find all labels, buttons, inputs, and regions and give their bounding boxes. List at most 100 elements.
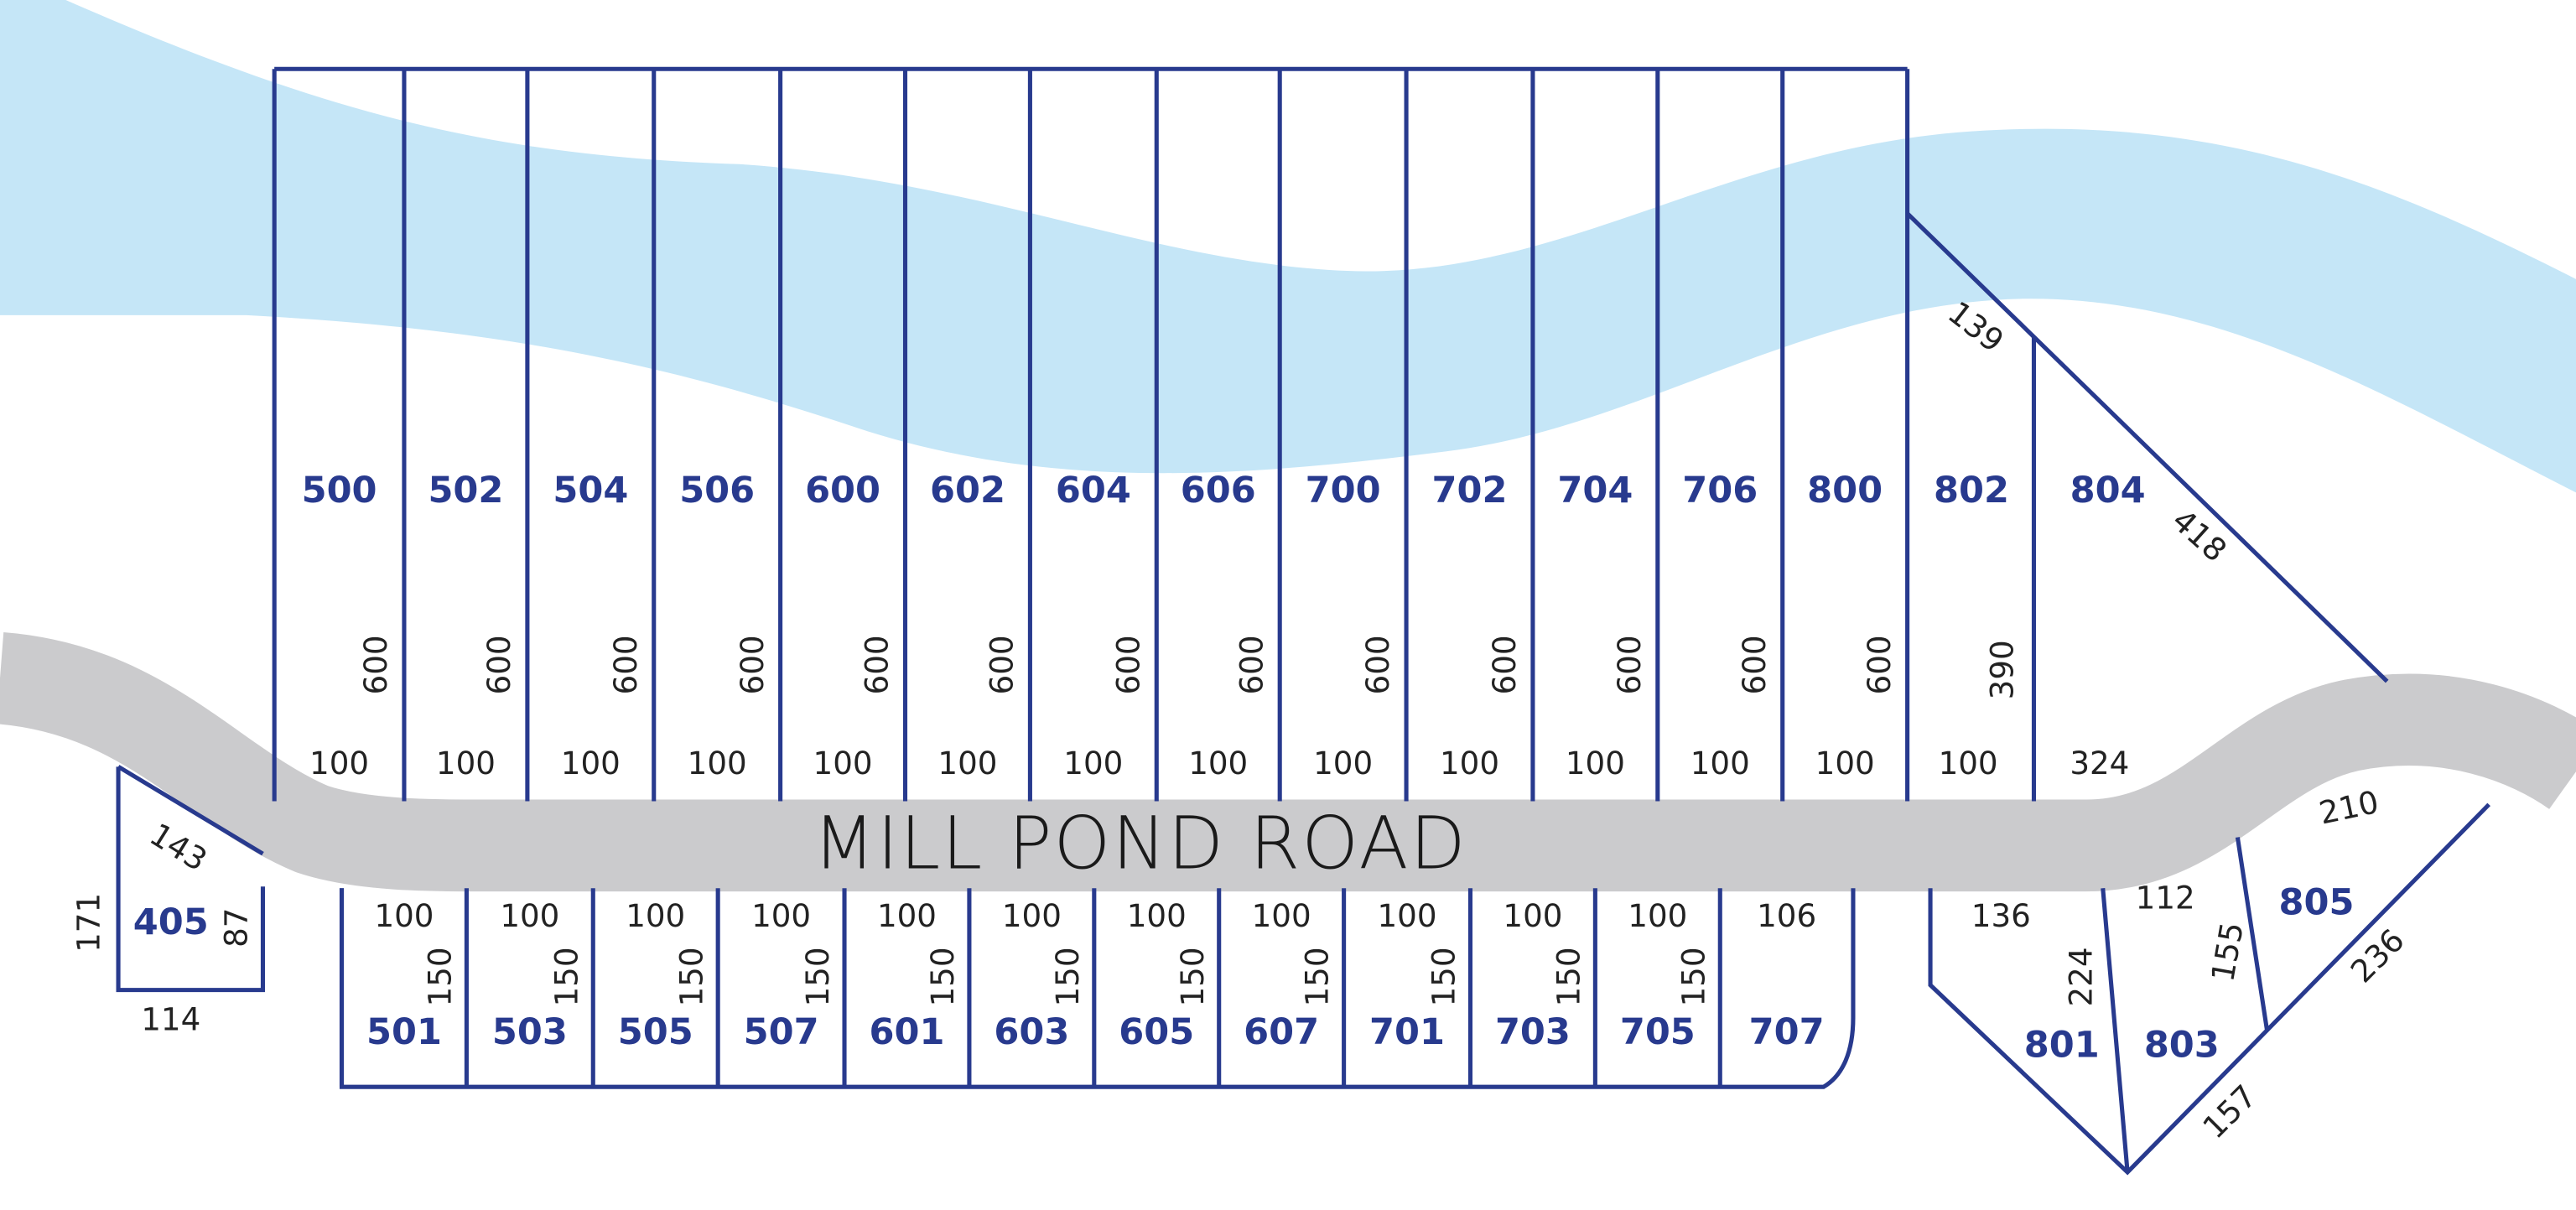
lot-frontage: 100	[1378, 897, 1437, 934]
lot-side: 87	[218, 908, 255, 948]
lot-frontage: 100	[1815, 745, 1875, 782]
lot-number: 501	[366, 1011, 442, 1053]
lot-depth: 600	[357, 635, 394, 694]
lot-number: 803	[2144, 1025, 2220, 1067]
lot-frontage: 100	[500, 897, 559, 934]
lot-line	[116, 765, 266, 993]
lot-frontage: 136	[1971, 897, 2031, 934]
lot-number: 805	[2278, 881, 2354, 923]
lot-number: 801	[2024, 1025, 2100, 1067]
lot-number: 703	[1495, 1011, 1571, 1053]
lot-frontage: 100	[688, 745, 747, 782]
lot-number: 601	[869, 1011, 944, 1053]
lot-depth: 600	[984, 635, 1021, 694]
lot-depth: 150	[799, 947, 836, 1006]
lot-depth: 600	[480, 635, 517, 694]
lot-depth: 600	[1359, 635, 1396, 694]
lot-number: 707	[1749, 1011, 1825, 1053]
lot-line	[339, 888, 1856, 1089]
lot-line	[1905, 211, 2389, 683]
lot-frontage: 100	[1566, 745, 1625, 782]
lot-number: 605	[1119, 1011, 1194, 1053]
lot-depth: 150	[1550, 947, 1587, 1006]
lot-number: 502	[428, 470, 503, 512]
lot-frontage: 210	[2316, 783, 2382, 832]
lot-frontage: 100	[436, 745, 496, 782]
lot-depth: 600	[1861, 635, 1898, 694]
lot-number: 405	[133, 901, 209, 943]
lot-depth: 600	[1486, 635, 1523, 694]
lot-depth: 600	[607, 635, 644, 694]
lot-frontage: 100	[626, 897, 685, 934]
lot-number: 804	[2070, 470, 2146, 512]
lot-depth: 150	[1049, 947, 1086, 1006]
lot-frontage: 100	[813, 745, 873, 782]
river	[0, 0, 2576, 493]
lot-frontage: 100	[1063, 745, 1123, 782]
lot-number: 602	[930, 470, 1005, 512]
lot-frontage: 100	[561, 745, 621, 782]
lot-depth: 390	[1984, 640, 2021, 699]
lot-rear: 114	[141, 1000, 200, 1037]
lot-depth: 600	[1233, 635, 1270, 694]
lot-number: 505	[618, 1011, 693, 1053]
lot-number: 507	[744, 1011, 819, 1053]
lot-number: 800	[1807, 470, 1883, 512]
lot-frontage: 100	[1002, 897, 1062, 934]
lot-side: 155	[2204, 919, 2251, 984]
lot-number: 704	[1557, 470, 1633, 512]
lot-depth: 150	[1174, 947, 1211, 1006]
lot-depth: 150	[924, 947, 961, 1006]
lot-frontage: 100	[751, 897, 811, 934]
labels: MILL POND ROAD 500 600 100 502 600 100 504 600 1…	[70, 293, 2412, 1145]
lot-side: 418	[2165, 501, 2234, 569]
lot-lines	[116, 66, 2490, 1176]
lot-number: 606	[1181, 470, 1256, 512]
lot-frontage: 100	[374, 897, 434, 934]
lot-side: 171	[70, 893, 106, 953]
lot-depth: 600	[1736, 635, 1773, 694]
lot-depth: 150	[673, 947, 709, 1006]
road-name: MILL POND ROAD	[813, 802, 1467, 886]
lot-frontage: 100	[1440, 745, 1499, 782]
lot-side: 224	[2063, 947, 2100, 1006]
lot-frontage: 100	[1503, 897, 1562, 934]
lot-frontage: 100	[1188, 745, 1248, 782]
lot-number: 600	[805, 470, 880, 512]
lot-depth: 600	[1109, 635, 1146, 694]
lot-frontage: 100	[1313, 745, 1373, 782]
lot-number: 607	[1244, 1011, 1319, 1053]
lot-frontage: 106	[1757, 897, 1816, 934]
lot-number: 604	[1056, 470, 1131, 512]
lot-rear: 157	[2195, 1078, 2263, 1145]
lot-number: 603	[994, 1011, 1069, 1053]
lot-number: 506	[679, 470, 755, 512]
road	[0, 631, 2576, 892]
lot-frontage: 100	[937, 745, 997, 782]
lot-frontage: 100	[1127, 897, 1187, 934]
lot-number: 700	[1306, 470, 1381, 512]
lot-line	[1928, 802, 2490, 1176]
lot-depth: 600	[1611, 635, 1648, 694]
lot-number: 706	[1682, 470, 1758, 512]
lot-number: 504	[553, 470, 628, 512]
lot-depth: 150	[1675, 947, 1711, 1006]
lot-number: 702	[1432, 470, 1508, 512]
lot-frontage: 143	[143, 816, 214, 879]
lot-number: 701	[1369, 1011, 1445, 1053]
lot-depth: 600	[734, 635, 771, 694]
lot-depth: 600	[859, 635, 896, 694]
lot-number: 500	[302, 470, 377, 512]
lot-frontage: 100	[1939, 745, 1998, 782]
lot-depth: 150	[548, 947, 584, 1006]
lot-frontage: 100	[309, 745, 369, 782]
lot-number: 802	[1934, 470, 2009, 512]
lot-number: 705	[1620, 1011, 1696, 1053]
lot-depth: 150	[1426, 947, 1462, 1006]
lot-frontage: 100	[1628, 897, 1687, 934]
lot-frontage: 100	[1690, 745, 1750, 782]
lot-number: 503	[492, 1011, 568, 1053]
lot-frontage: 112	[2136, 879, 2195, 916]
